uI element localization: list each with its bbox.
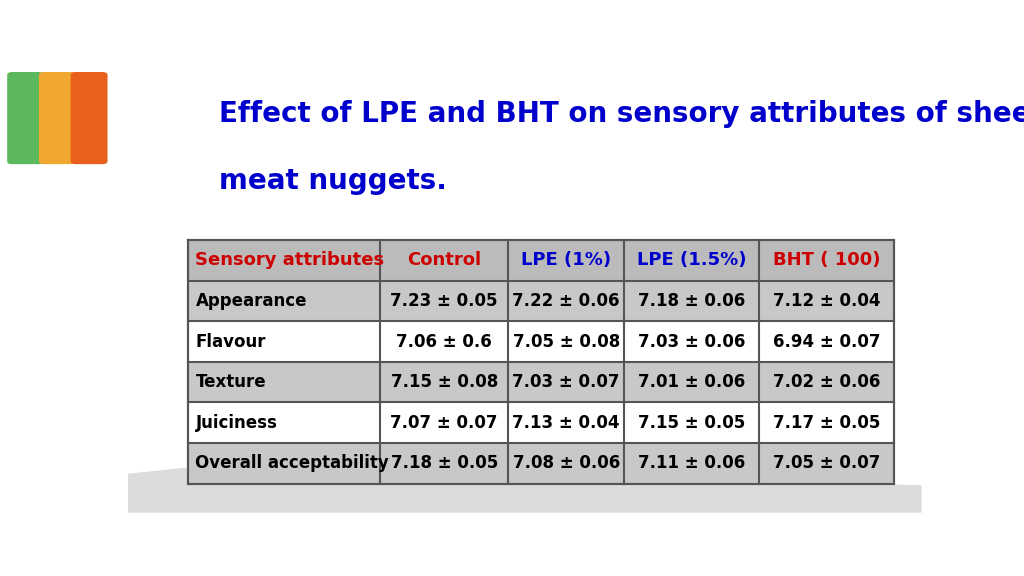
Text: Control: Control	[408, 251, 481, 269]
Text: 7.07 ± 0.07: 7.07 ± 0.07	[390, 414, 498, 432]
Text: Sensory attributes: Sensory attributes	[196, 251, 385, 269]
Polygon shape	[128, 445, 922, 485]
Text: 7.03 ± 0.07: 7.03 ± 0.07	[512, 373, 620, 391]
Text: 7.03 ± 0.06: 7.03 ± 0.06	[638, 332, 745, 351]
Polygon shape	[128, 450, 922, 513]
Text: 7.11 ± 0.06: 7.11 ± 0.06	[638, 454, 745, 472]
FancyBboxPatch shape	[187, 362, 894, 403]
Text: Texture: Texture	[196, 373, 266, 391]
Text: Juiciness: Juiciness	[196, 414, 278, 432]
Text: 7.23 ± 0.05: 7.23 ± 0.05	[390, 292, 498, 310]
Text: 7.12 ± 0.04: 7.12 ± 0.04	[773, 292, 881, 310]
Text: 7.18 ± 0.06: 7.18 ± 0.06	[638, 292, 745, 310]
FancyBboxPatch shape	[187, 321, 894, 362]
FancyBboxPatch shape	[187, 443, 894, 484]
Text: 7.22 ± 0.06: 7.22 ± 0.06	[512, 292, 620, 310]
Text: Effect of LPE and BHT on sensory attributes of sheep: Effect of LPE and BHT on sensory attribu…	[219, 100, 1024, 128]
Text: meat nuggets.: meat nuggets.	[219, 166, 447, 195]
Text: LPE (1%): LPE (1%)	[521, 251, 611, 269]
Text: 7.06 ± 0.6: 7.06 ± 0.6	[396, 332, 493, 351]
Text: LPE (1.5%): LPE (1.5%)	[637, 251, 746, 269]
Text: 7.15 ± 0.05: 7.15 ± 0.05	[638, 414, 745, 432]
Text: BHT ( 100): BHT ( 100)	[773, 251, 881, 269]
FancyBboxPatch shape	[187, 240, 894, 281]
Text: 7.13 ± 0.04: 7.13 ± 0.04	[512, 414, 620, 432]
Text: 7.08 ± 0.06: 7.08 ± 0.06	[513, 454, 620, 472]
FancyBboxPatch shape	[187, 403, 894, 443]
FancyBboxPatch shape	[187, 281, 894, 321]
Text: 7.18 ± 0.05: 7.18 ± 0.05	[390, 454, 498, 472]
Text: 7.01 ± 0.06: 7.01 ± 0.06	[638, 373, 745, 391]
Text: 7.05 ± 0.07: 7.05 ± 0.07	[773, 454, 881, 472]
Text: 7.05 ± 0.08: 7.05 ± 0.08	[513, 332, 620, 351]
Text: Appearance: Appearance	[196, 292, 307, 310]
Text: 7.02 ± 0.06: 7.02 ± 0.06	[773, 373, 881, 391]
Text: 7.15 ± 0.08: 7.15 ± 0.08	[390, 373, 498, 391]
Text: Overall acceptability: Overall acceptability	[196, 454, 389, 472]
Text: 7.17 ± 0.05: 7.17 ± 0.05	[773, 414, 881, 432]
Text: 6.94 ± 0.07: 6.94 ± 0.07	[773, 332, 881, 351]
Text: Flavour: Flavour	[196, 332, 266, 351]
